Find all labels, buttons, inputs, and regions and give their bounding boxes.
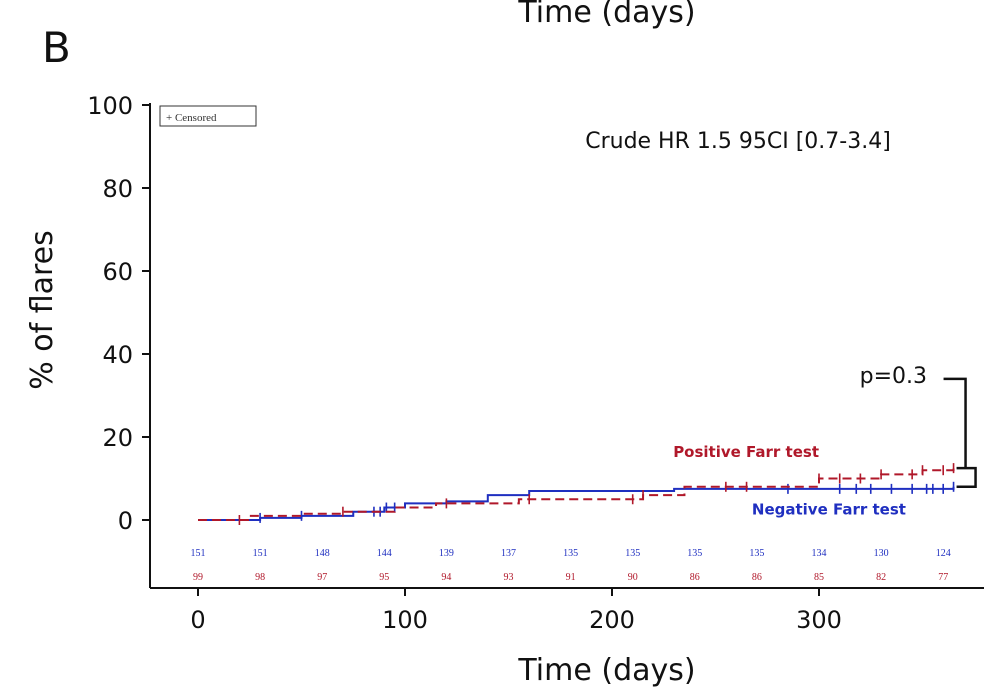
x-tick-label: 100 — [382, 606, 428, 634]
panel-letter: B — [42, 23, 71, 72]
legend-box — [159, 105, 257, 127]
x-tick-label: 0 — [190, 606, 205, 634]
risk-negative-count: 134 — [812, 548, 827, 559]
x-ticks: 0 100 200 300 — [190, 588, 842, 634]
hazard-ratio-annotation: Crude HR 1.5 95CI [0.7-3.4] — [585, 129, 891, 154]
risk-positive-count: 77 — [938, 572, 948, 583]
positive-series-label: Positive Farr test — [673, 443, 819, 461]
risk-table: 151 99 151 98 148 97 144 95 139 94 137 93 135 91 135 90… — [191, 548, 951, 583]
y-axis-title: % of flares — [25, 230, 60, 390]
survival-curves — [198, 463, 955, 525]
risk-positive-count: 86 — [690, 572, 700, 583]
p-value-bracket — [943, 377, 977, 489]
risk-positive-count: 86 — [752, 572, 762, 583]
risk-negative-count: 151 — [253, 548, 268, 559]
risk-positive-count: 95 — [379, 572, 389, 583]
y-tick-label: 100 — [87, 92, 133, 120]
risk-positive-count: 85 — [814, 572, 824, 583]
risk-negative-count: 135 — [687, 548, 702, 559]
risk-negative-count: 130 — [874, 548, 889, 559]
risk-negative-count: 135 — [749, 548, 764, 559]
risk-positive-count: 98 — [255, 572, 265, 583]
x-tick-label: 300 — [796, 606, 842, 634]
risk-positive-count: 99 — [193, 572, 203, 583]
y-tick-label: 20 — [102, 424, 133, 452]
risk-negative-count: 144 — [377, 548, 392, 559]
p-value-annotation: p=0.3 — [860, 364, 977, 489]
risk-positive-count: 82 — [876, 572, 886, 583]
negative-series-label: Negative Farr test — [752, 501, 906, 519]
risk-negative-count: 139 — [439, 548, 454, 559]
risk-negative-count: 135 — [563, 548, 578, 559]
risk-negative-count: 151 — [191, 548, 206, 559]
x-axis-title: Time (days) — [517, 653, 695, 688]
risk-negative-count: 124 — [936, 548, 951, 559]
y-tick-label: 60 — [102, 258, 133, 286]
y-tick-label: 80 — [102, 175, 133, 203]
y-ticks: 0 20 40 60 80 100 — [87, 92, 150, 535]
risk-positive-count: 90 — [628, 572, 638, 583]
censored-legend: + Censored — [159, 105, 257, 127]
risk-positive-count: 97 — [317, 572, 327, 583]
y-tick-label: 0 — [118, 507, 133, 535]
x-tick-label: 200 — [589, 606, 635, 634]
top-cut-axis-title: Time (days) — [517, 0, 695, 30]
y-tick-label: 40 — [102, 341, 133, 369]
legend-label: + Censored — [166, 112, 217, 124]
risk-negative-count: 137 — [501, 548, 516, 559]
risk-positive-count: 94 — [441, 572, 451, 583]
risk-positive-count: 91 — [566, 572, 576, 583]
p-value-text: p=0.3 — [860, 364, 927, 389]
risk-positive-count: 93 — [504, 572, 514, 583]
risk-negative-count: 148 — [315, 548, 330, 559]
risk-negative-count: 135 — [625, 548, 640, 559]
